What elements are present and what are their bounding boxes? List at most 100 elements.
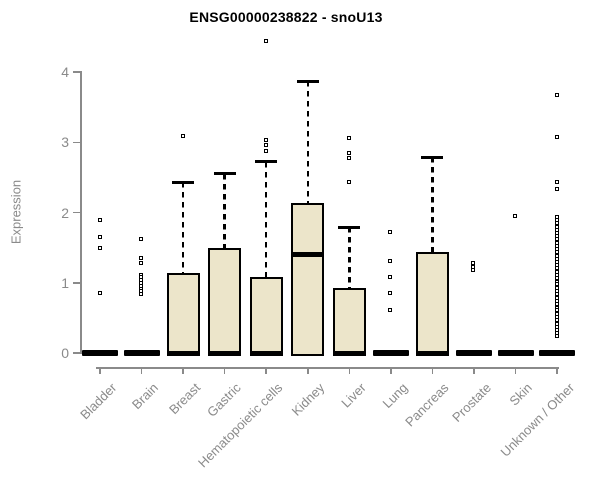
x-axis-label: Breast [165, 380, 203, 418]
zero-median-bar [455, 350, 492, 356]
whisker-cap [338, 225, 361, 229]
x-axis-label: Unknown / Other [497, 380, 577, 460]
x-axis-tick [556, 367, 558, 374]
outlier-point [554, 250, 559, 255]
outlier-point [471, 260, 476, 265]
x-axis-label: Prostate [448, 380, 494, 425]
outlier-point [97, 245, 102, 250]
outlier-point [263, 39, 268, 44]
box-breast [166, 272, 200, 356]
outlier-point [97, 291, 102, 296]
y-axis-tick-label: 0 [61, 345, 69, 361]
outlier-point [554, 298, 559, 303]
whisker-cap [421, 155, 444, 159]
chart-title: ENSG00000238822 - snoU13 [189, 9, 383, 25]
median-line [291, 252, 325, 258]
x-axis-label: Liver [338, 380, 369, 411]
whisker-cap [255, 160, 278, 164]
outlier-point [554, 292, 559, 297]
outlier-point [180, 134, 185, 139]
y-axis-tick [73, 141, 80, 143]
zero-median-bar [372, 350, 409, 356]
outlier-point [554, 324, 559, 329]
whisker-cap [172, 180, 195, 184]
outlier-point [97, 217, 102, 222]
outlier-point [388, 291, 393, 296]
outlier-point [554, 92, 559, 97]
outlier-point [346, 180, 351, 185]
outlier-point [263, 148, 268, 153]
x-axis-tick [431, 367, 434, 374]
outlier-point [554, 282, 559, 287]
x-axis-tick [514, 367, 517, 374]
x-axis-label: Lung [379, 380, 411, 412]
y-axis-tick-label: 1 [61, 274, 69, 291]
x-axis-tick [307, 367, 309, 374]
box-pancreas [415, 251, 449, 356]
median-line [166, 351, 200, 356]
outlier-point [139, 255, 144, 260]
x-axis-tick [99, 367, 101, 374]
whisker-cap [213, 172, 236, 176]
x-axis-tick [473, 367, 475, 374]
median-line [415, 351, 449, 356]
y-axis-tick-label: 4 [61, 64, 69, 80]
outlier-point [97, 235, 102, 240]
zero-median-bar [123, 350, 160, 356]
outlier-point [346, 155, 351, 160]
x-axis-tick [348, 367, 351, 374]
zero-median-bar [497, 350, 534, 356]
x-axis-label: Bladder [77, 380, 120, 423]
x-axis-tick [223, 367, 226, 374]
whisker-line [223, 173, 226, 248]
outlier-point [554, 214, 559, 219]
outlier-point [554, 233, 559, 238]
outlier-point [346, 150, 351, 155]
whisker-line [348, 227, 351, 288]
outlier-point [554, 221, 559, 226]
whisker-line [306, 81, 309, 204]
outlier-point [554, 269, 559, 274]
box-liver [332, 287, 366, 356]
whisker-line [431, 157, 434, 252]
outlier-point [554, 302, 559, 307]
x-axis-tick [265, 367, 267, 374]
y-axis-tick [73, 71, 80, 73]
y-axis-tick [73, 282, 80, 284]
y-axis-tick-label: 3 [61, 134, 69, 151]
median-line [208, 351, 242, 356]
box-gastric [208, 247, 242, 356]
x-axis-label: Gastric [204, 380, 245, 420]
y-axis-label: Expression [8, 179, 24, 245]
outlier-point [471, 268, 476, 273]
outlier-point [388, 259, 393, 264]
outlier-point [554, 334, 559, 339]
whisker-line [264, 161, 268, 278]
outlier-point [554, 186, 559, 191]
outlier-point [554, 134, 559, 139]
outlier-point [554, 266, 559, 271]
x-axis-label: Pancreas [402, 380, 452, 430]
whisker-line [181, 182, 185, 273]
outlier-point [263, 137, 268, 142]
box-hematopoietic-cells [249, 277, 283, 356]
y-axis-tick [73, 211, 80, 214]
outlier-point [263, 143, 268, 148]
y-axis-tick [73, 352, 80, 354]
x-axis-tick [182, 367, 184, 374]
outlier-point [139, 292, 144, 297]
y-axis-line [80, 71, 82, 354]
outlier-point [388, 275, 393, 280]
outlier-point [513, 214, 517, 219]
x-axis-tick [390, 367, 392, 374]
outlier-point [554, 253, 559, 258]
outlier-point [388, 308, 393, 313]
outlier-point [554, 318, 559, 323]
median-line [249, 351, 283, 356]
x-axis-label: Brain [129, 380, 162, 413]
outlier-point [346, 135, 351, 140]
outlier-point [388, 230, 393, 235]
outlier-point [554, 276, 559, 281]
outlier-point [554, 285, 559, 290]
